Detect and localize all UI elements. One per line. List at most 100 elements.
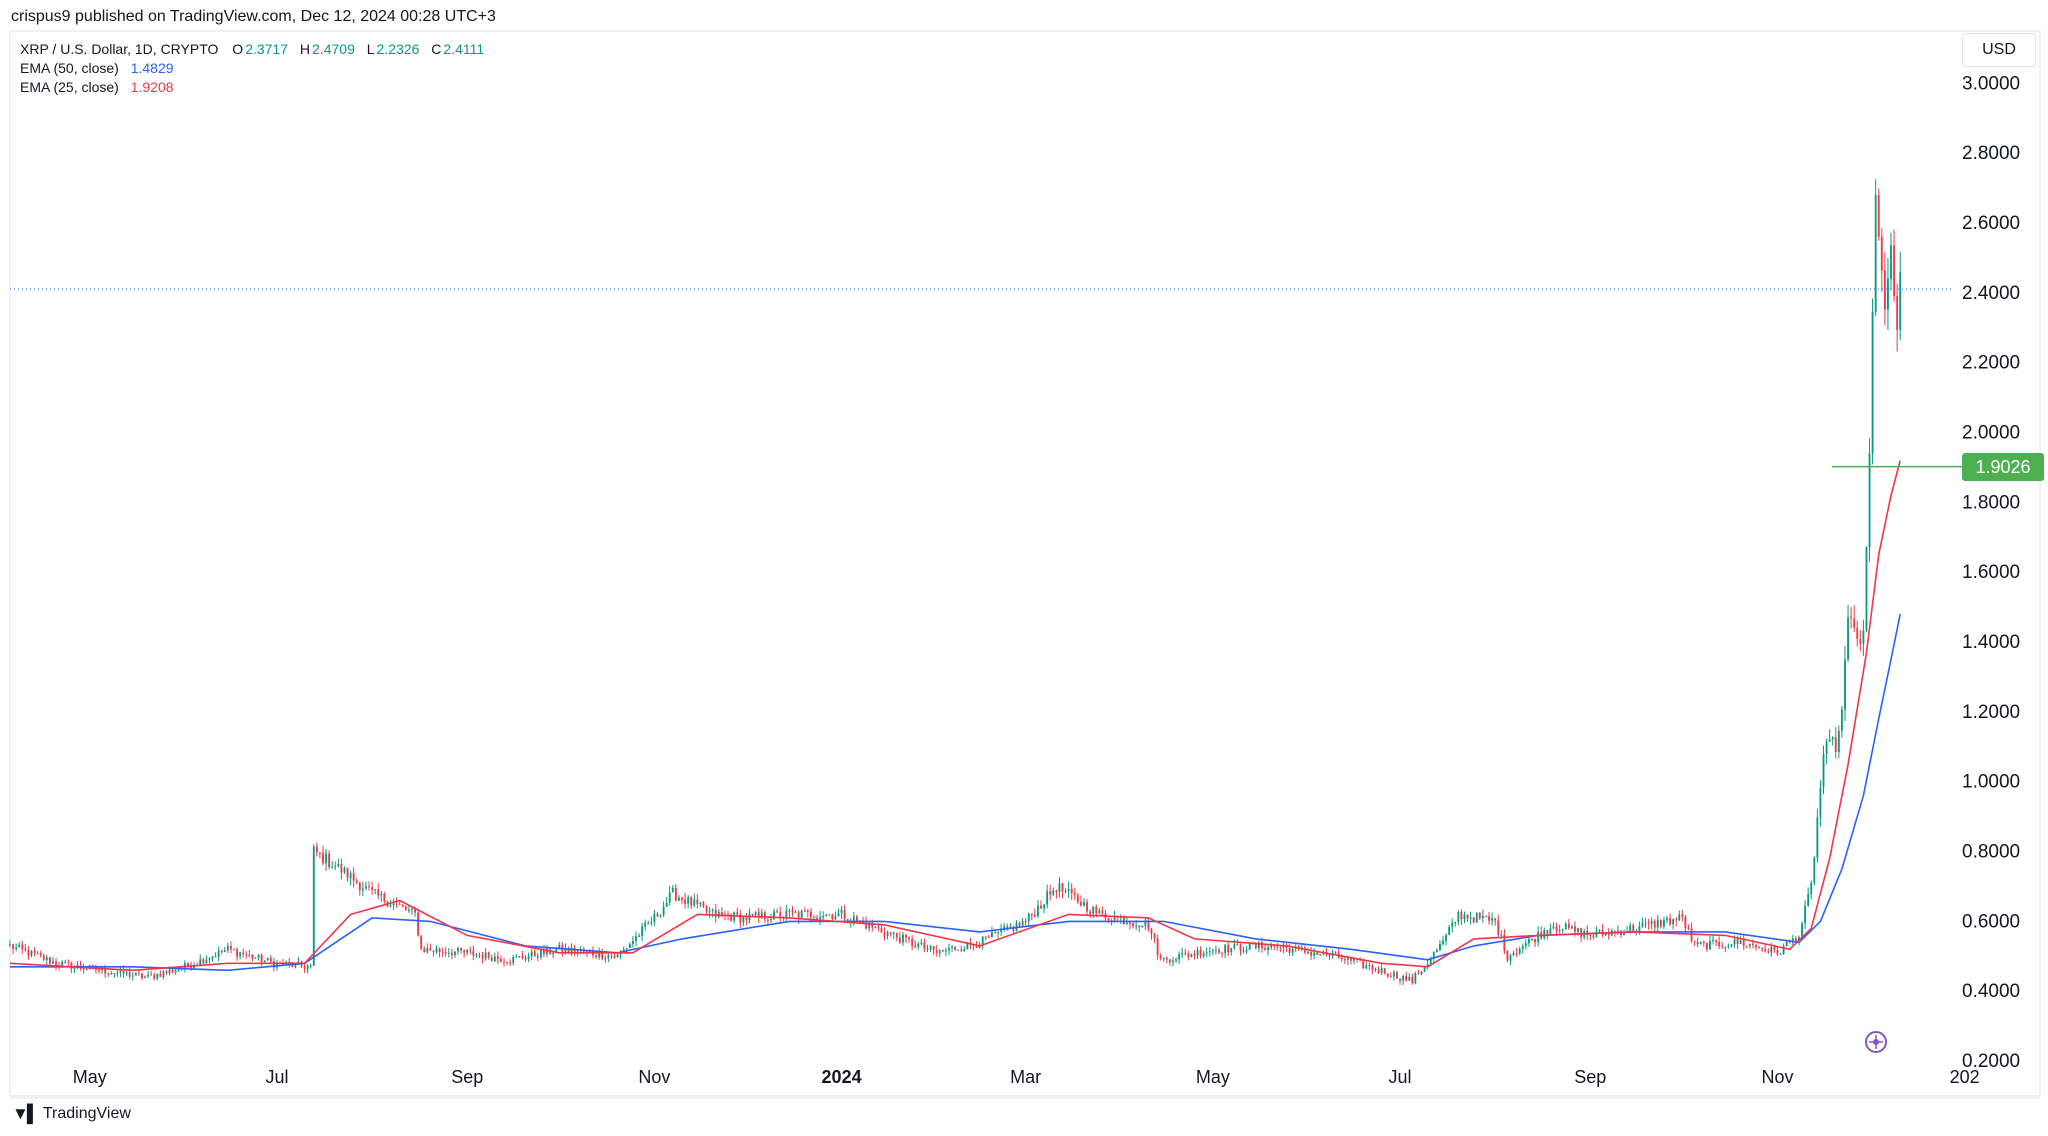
candle-body xyxy=(1666,918,1668,921)
candle xyxy=(1015,920,1018,932)
candle xyxy=(1270,942,1273,950)
candle-body xyxy=(1138,925,1141,928)
candle-body xyxy=(1224,944,1227,953)
candle-body xyxy=(346,867,349,879)
candle-body xyxy=(1178,954,1181,960)
candle-body xyxy=(1807,894,1810,906)
candle xyxy=(1712,934,1714,945)
candle-body xyxy=(1199,949,1202,957)
candle xyxy=(791,906,794,917)
candle xyxy=(1445,933,1447,946)
candle-body xyxy=(1791,938,1794,943)
candle-body xyxy=(1392,972,1395,977)
candle-body xyxy=(190,966,192,969)
candle-body xyxy=(1454,921,1457,923)
legend-ema25-row[interactable]: EMA (25, close) 1.9208 xyxy=(20,78,176,96)
candle xyxy=(113,973,116,978)
candle xyxy=(392,898,395,910)
candle xyxy=(1696,937,1699,948)
legend-open-value: 2.3717 xyxy=(245,41,289,57)
candle-body xyxy=(1531,938,1533,940)
candle xyxy=(1880,228,1883,292)
candle xyxy=(24,943,27,952)
candle-body xyxy=(147,974,150,977)
candle-body xyxy=(1528,938,1530,944)
candle xyxy=(635,931,637,947)
candle-body xyxy=(1426,964,1429,966)
brand-footer[interactable]: ▼▌ TradingView xyxy=(12,1104,131,1124)
candle-body xyxy=(1549,928,1552,934)
candle xyxy=(616,953,619,958)
x-tick-label: 202 xyxy=(1950,1067,1980,1087)
candle-body xyxy=(1613,930,1616,932)
candle xyxy=(598,947,601,960)
candle-body xyxy=(276,962,278,968)
horizontal-line-price-label[interactable]: 1.9026 xyxy=(1962,452,2044,481)
candle xyxy=(1079,895,1082,907)
candle-body xyxy=(352,873,355,881)
plus-circle-icon[interactable] xyxy=(1864,1030,1888,1054)
candle xyxy=(1537,926,1540,947)
candle xyxy=(527,952,530,963)
candle-body xyxy=(601,951,604,959)
candle-body xyxy=(1316,952,1319,955)
candle xyxy=(1506,950,1509,963)
candle xyxy=(1313,948,1316,960)
currency-selector[interactable]: USD xyxy=(1962,33,2036,67)
candle-body xyxy=(1761,948,1764,950)
candle xyxy=(1089,909,1092,919)
candle-body xyxy=(303,965,306,969)
candle xyxy=(892,931,895,940)
candle-body xyxy=(1865,547,1868,631)
candle-body xyxy=(539,949,542,958)
candle-body xyxy=(162,971,165,977)
candle xyxy=(1561,928,1564,934)
candle-body xyxy=(1095,906,1098,914)
candle xyxy=(788,908,791,918)
candle-body xyxy=(1227,944,1230,953)
candle xyxy=(601,948,604,961)
candle-body xyxy=(622,949,625,952)
candle xyxy=(205,955,208,964)
candle xyxy=(319,852,321,859)
candle-body xyxy=(690,896,693,906)
candle xyxy=(233,948,235,951)
candle-body xyxy=(1577,928,1579,932)
candle-body xyxy=(604,958,607,960)
candle-body xyxy=(1880,237,1883,271)
candle xyxy=(1810,880,1813,900)
candle-body xyxy=(1485,915,1487,917)
candle-body xyxy=(1052,890,1055,895)
candle xyxy=(923,938,926,953)
candle-body xyxy=(472,950,475,956)
candle-body xyxy=(1543,930,1546,939)
candle-body xyxy=(754,912,757,915)
candle xyxy=(1073,887,1076,901)
candle-body xyxy=(803,910,806,912)
candle xyxy=(1043,904,1046,914)
candle xyxy=(742,915,745,927)
candle-body xyxy=(739,914,742,923)
candle xyxy=(1196,946,1199,959)
candle-body xyxy=(242,952,245,955)
candle-body xyxy=(558,945,561,950)
candle-body xyxy=(1638,926,1641,931)
candle xyxy=(1491,912,1494,926)
candle-body xyxy=(371,887,374,890)
candle-body xyxy=(457,947,459,952)
candle-body xyxy=(564,947,567,952)
candle xyxy=(1012,925,1015,934)
legend-ema50-value: 1.4829 xyxy=(130,60,174,76)
candle xyxy=(398,901,401,906)
candle xyxy=(466,949,469,956)
legend-ema50-row[interactable]: EMA (50, close) 1.4829 xyxy=(20,59,176,77)
candle xyxy=(895,932,898,942)
legend-ema50-label: EMA (50, close) xyxy=(20,60,119,76)
candle xyxy=(834,911,837,920)
candle xyxy=(883,927,886,941)
candle xyxy=(1245,945,1248,955)
candle xyxy=(521,951,524,960)
candle-body xyxy=(432,950,435,952)
